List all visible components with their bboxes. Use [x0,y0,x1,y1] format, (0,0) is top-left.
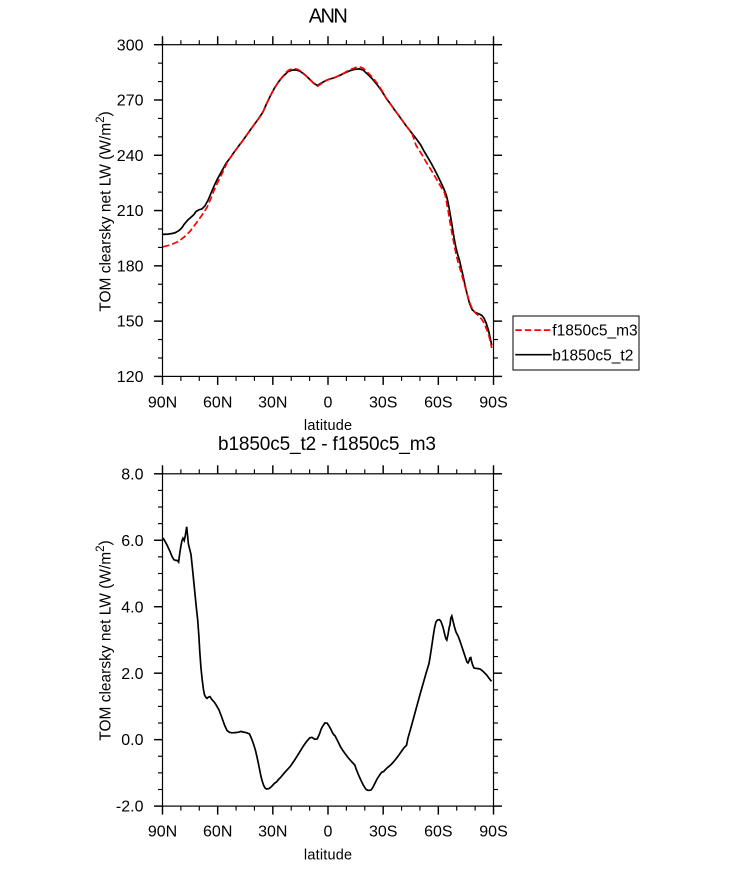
svg-text:f1850c5_m3: f1850c5_m3 [552,323,637,340]
svg-text:b1850c5_t2: b1850c5_t2 [552,347,633,364]
svg-text:8.0: 8.0 [121,466,143,483]
svg-text:0.0: 0.0 [121,732,143,749]
svg-text:210: 210 [117,203,144,220]
svg-text:270: 270 [117,93,144,110]
svg-text:ANN: ANN [309,6,348,28]
svg-text:90N: 90N [148,824,177,841]
svg-text:150: 150 [117,314,144,331]
svg-text:6.0: 6.0 [121,533,143,550]
svg-text:90S: 90S [479,824,507,841]
svg-text:0: 0 [324,824,333,841]
svg-text:30S: 30S [369,394,397,411]
svg-text:30N: 30N [258,824,287,841]
svg-text:60N: 60N [203,824,232,841]
svg-text:TOM clearsky net LW (W/m2): TOM clearsky net LW (W/m2) [95,111,115,311]
svg-text:-2.0: -2.0 [116,799,144,816]
svg-text:300: 300 [117,37,144,54]
svg-text:2.0: 2.0 [121,666,143,683]
svg-text:b1850c5_t2 - f1850c5_m3: b1850c5_t2 - f1850c5_m3 [218,434,436,455]
svg-text:180: 180 [117,258,144,275]
svg-text:latitude: latitude [304,418,352,434]
svg-text:30N: 30N [258,394,287,411]
svg-text:0: 0 [324,394,333,411]
svg-text:60N: 60N [203,394,232,411]
svg-text:60S: 60S [424,394,452,411]
svg-text:TOM clearsky net LW (W/m2): TOM clearsky net LW (W/m2) [95,540,115,740]
svg-text:90N: 90N [148,394,177,411]
svg-text:latitude: latitude [304,847,352,863]
svg-text:30S: 30S [369,824,397,841]
svg-text:240: 240 [117,148,144,165]
svg-text:60S: 60S [424,824,452,841]
svg-text:4.0: 4.0 [121,599,143,616]
svg-text:120: 120 [117,369,144,386]
svg-text:90S: 90S [479,394,507,411]
